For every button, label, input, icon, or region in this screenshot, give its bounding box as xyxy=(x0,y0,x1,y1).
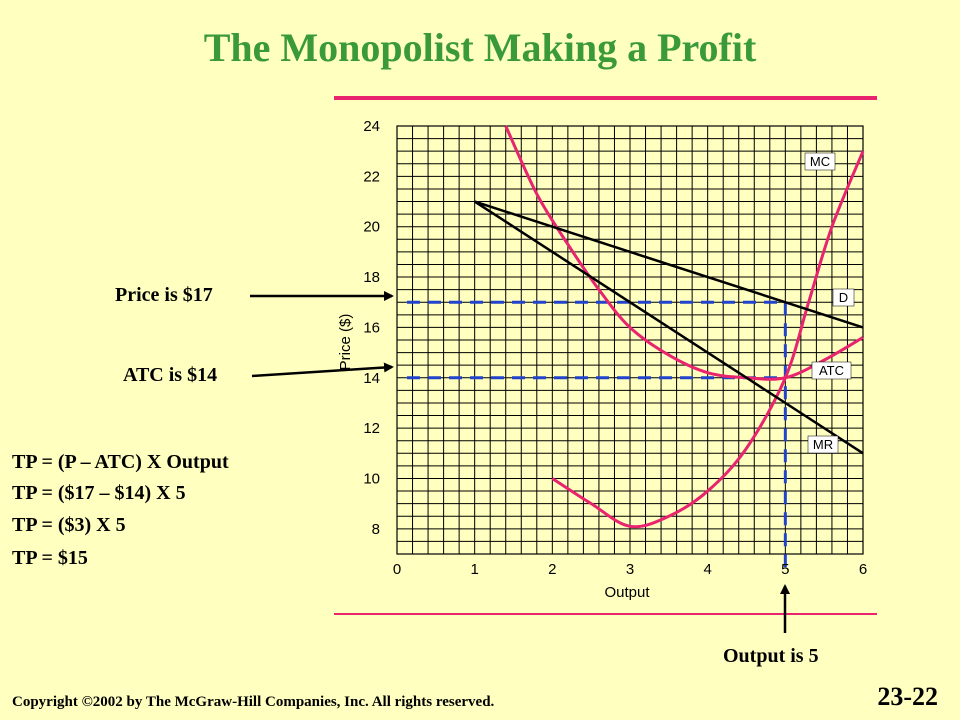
x-tick-label: 5 xyxy=(781,561,789,578)
series-label-box-d xyxy=(832,288,855,307)
guide-lines xyxy=(407,300,787,568)
series-atc-curve xyxy=(504,125,864,381)
y-tick-label: 8 xyxy=(372,521,380,538)
series-label-mr: MR xyxy=(813,437,833,452)
series-label-d: D xyxy=(839,290,848,305)
x-tick-label: 1 xyxy=(470,561,478,578)
x-tick-label: 0 xyxy=(393,561,401,578)
series-label-mc: MC xyxy=(810,154,830,169)
y-tick-label: 18 xyxy=(363,269,380,286)
y-tick-label: 14 xyxy=(363,370,380,387)
series-d-curve xyxy=(474,200,864,329)
atc-callout: ATC is $14 xyxy=(123,364,218,386)
y-tick-label: 22 xyxy=(363,168,380,185)
y-axis-label: Price ($) xyxy=(337,314,354,371)
formula-line-1: TP = (P – ATC) X Output xyxy=(12,451,229,473)
price-callout: Price is $17 xyxy=(115,284,213,306)
callout-arrows xyxy=(250,291,790,633)
x-tick-label: 4 xyxy=(703,561,711,578)
x-tick-label: 2 xyxy=(548,561,556,578)
y-tick-label: 16 xyxy=(363,319,380,336)
series-label-box-mc xyxy=(804,152,836,171)
series-label-box-atc xyxy=(811,361,852,380)
slide-title: The Monopolist Making a Profit xyxy=(203,25,757,70)
y-tick-label: 20 xyxy=(363,219,380,236)
chart-series: MC ATC D MR xyxy=(473,125,865,529)
series-mc-curve xyxy=(551,150,865,529)
y-tick-label: 12 xyxy=(363,420,380,437)
x-axis-label: Output xyxy=(604,584,650,601)
x-tick-label: 3 xyxy=(626,561,634,578)
series-label-atc: ATC xyxy=(819,363,844,378)
formula-line-3: TP = ($3) X 5 xyxy=(12,514,126,536)
series-label-box-mr xyxy=(807,435,839,454)
output-callout: Output is 5 xyxy=(723,645,819,667)
slide-number: 23-22 xyxy=(877,682,938,711)
atc-arrow-icon xyxy=(251,362,394,378)
y-tick-label: 10 xyxy=(363,470,380,487)
copyright: Copyright ©2002 by The McGraw-Hill Compa… xyxy=(12,694,495,710)
series-mr-curve xyxy=(473,200,864,455)
chart-grid xyxy=(396,125,864,555)
y-tick-label: 24 xyxy=(363,118,380,135)
formula-line-2: TP = ($17 – $14) X 5 xyxy=(12,482,186,504)
x-tick-label: 6 xyxy=(859,561,867,578)
formula-line-4: TP = $15 xyxy=(12,547,88,569)
